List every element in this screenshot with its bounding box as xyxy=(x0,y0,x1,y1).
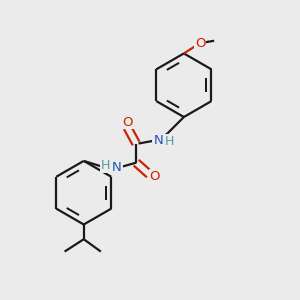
Text: O: O xyxy=(195,37,205,50)
Text: H: H xyxy=(165,135,174,148)
Text: O: O xyxy=(149,170,160,183)
Text: N: N xyxy=(112,160,122,174)
Text: N: N xyxy=(153,134,163,147)
Text: O: O xyxy=(122,116,133,128)
Text: H: H xyxy=(101,159,110,172)
